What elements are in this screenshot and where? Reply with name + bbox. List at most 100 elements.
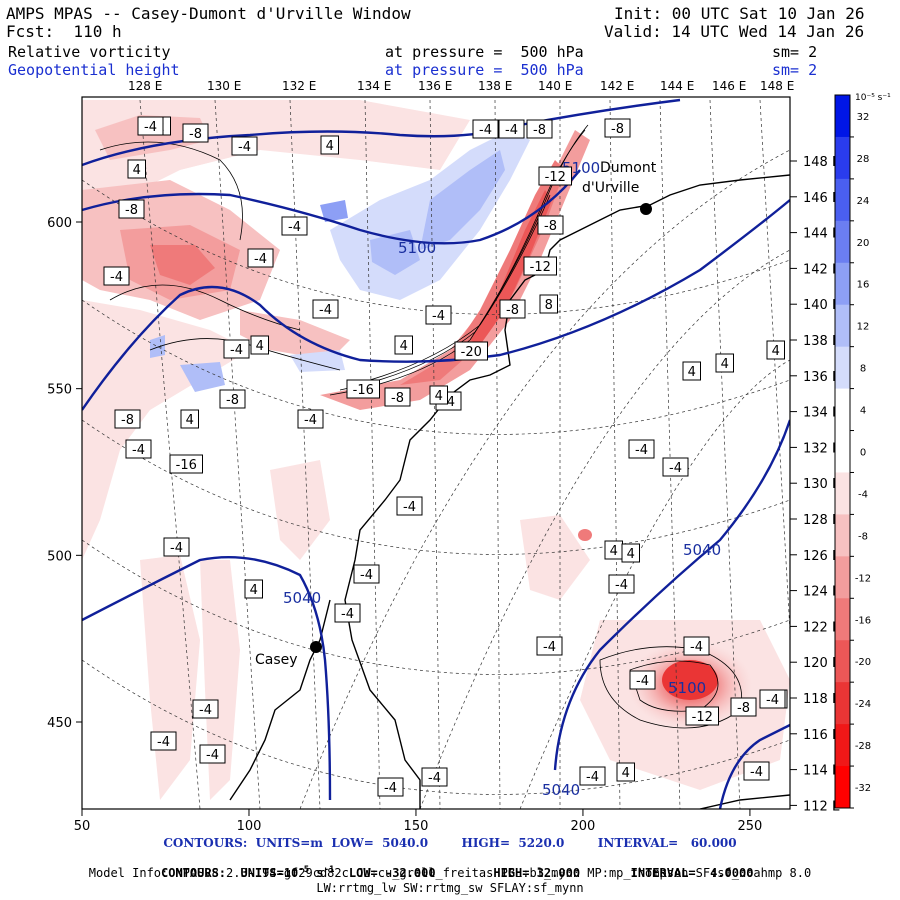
lat-lon-grid — [82, 99, 790, 809]
vorticity-label: 4 — [682, 361, 701, 381]
vorticity-label: -8 — [537, 215, 564, 235]
colorbar-label: -24 — [855, 699, 871, 710]
field2-smoothing: sm= 2 — [772, 61, 818, 79]
svg-text:4: 4 — [186, 413, 194, 428]
vorticity-label: 8 — [539, 294, 558, 314]
svg-text:-4: -4 — [586, 770, 599, 785]
colorbar-label: 0 — [860, 448, 866, 459]
vorticity-contours — [99, 124, 742, 729]
model-title: AMPS MPAS -- Casey-Dumont d'Urville Wind… — [6, 4, 411, 23]
right-longitude-label: 114 E — [803, 764, 840, 779]
right-longitude-label: 128 E — [803, 513, 840, 528]
field1-level: at pressure = 500 hPa — [385, 43, 584, 61]
vorticity-label: -16 — [169, 454, 203, 474]
right-longitude-label: 144 E — [803, 227, 840, 242]
svg-text:-4: -4 — [669, 461, 682, 476]
svg-text:-4: -4 — [230, 343, 243, 358]
top-longitude-label: 146 E — [712, 79, 746, 93]
top-longitude-label: 142 E — [600, 79, 634, 93]
vorticity-label: 4 — [127, 159, 146, 179]
y-axis-tick-label: 600 — [47, 216, 72, 231]
vorticity-label: -8 — [499, 299, 526, 319]
vorticity-label: -4 — [683, 636, 710, 656]
vorticity-label: -4 — [377, 777, 404, 797]
valid-time: Valid: 14 UTC Wed 14 Jan 26 — [604, 22, 865, 41]
top-longitude-label: 134 E — [357, 79, 391, 93]
field1-smoothing: sm= 2 — [772, 43, 818, 61]
svg-text:-4: -4 — [615, 578, 628, 593]
footer-height-contours: CONTOURS: UNITS=m LOW= 5040.0 HIGH= 5220… — [163, 836, 737, 850]
svg-text:4: 4 — [610, 544, 618, 559]
colorbar-label: -20 — [855, 657, 871, 668]
footer-model-info: Model Info: MPASv8.2.3-194-gf29cd82c CU:… — [88, 866, 812, 880]
plot-area: 5100 5040 5040 5040 5100 5100 Casey Dumo… — [82, 97, 790, 809]
right-longitude-label: 146 E — [803, 191, 840, 206]
svg-text:-4: -4 — [288, 220, 301, 235]
vorticity-label: -4 — [103, 266, 130, 286]
colorbar-label: -28 — [855, 741, 871, 752]
colorbar-swatch — [835, 388, 850, 432]
vorticity-label: -4 — [536, 636, 563, 656]
dumont-station-marker — [640, 203, 652, 215]
svg-text:-4: -4 — [341, 607, 354, 622]
vorticity-label: 4 — [394, 335, 413, 355]
colorbar-label: -32 — [855, 783, 871, 794]
svg-text:-8: -8 — [121, 413, 134, 428]
footer-vorticity-contours: CONTOURS: UNITS=10-5 s-1 LOW= -32.000 HI… — [0, 851, 900, 880]
x-axis-tick-label: 50 — [74, 819, 91, 834]
height-contours — [82, 98, 790, 809]
vorticity-label: -8 — [384, 387, 411, 407]
height-label: 5040 — [542, 781, 580, 799]
svg-text:4: 4 — [400, 339, 408, 354]
vorticity-label: -4 — [425, 305, 452, 325]
colorbar-swatch — [835, 262, 850, 306]
vorticity-label: -4 — [353, 564, 380, 584]
vorticity-label: 4 — [180, 409, 199, 429]
colorbar-swatch — [835, 430, 850, 473]
colorbar-swatch — [835, 556, 850, 599]
footer-line2-e: LOW= -32.000 HIGH= 32.000 INTERVAL= 4.00… — [334, 866, 754, 880]
vorticity-label: -4 — [297, 409, 324, 429]
colorbar-label: 28 — [857, 154, 870, 165]
svg-text:4: 4 — [256, 339, 264, 354]
svg-text:-8: -8 — [391, 391, 404, 406]
vorticity-label: -20 — [454, 341, 488, 361]
svg-text:4: 4 — [622, 766, 630, 781]
colorbar-label: 20 — [857, 238, 870, 249]
colorbar-label: -4 — [858, 489, 868, 500]
svg-text:-8: -8 — [533, 123, 546, 138]
vorticity-labels: -12-8-444-4-4-8-8-12-4-8-4-4-4-44-8-16-1… — [103, 116, 788, 797]
casey-station-label: Casey — [255, 652, 298, 668]
colorbar-swatch — [835, 178, 850, 222]
svg-text:-8: -8 — [611, 122, 624, 137]
vorticity-label: -8 — [526, 119, 553, 139]
svg-text:4: 4 — [435, 389, 443, 404]
right-longitude-label: 112 E — [803, 799, 840, 814]
right-longitude-label: 148 E — [803, 155, 840, 170]
svg-text:8: 8 — [545, 298, 553, 313]
y-axis-tick-label: 450 — [47, 716, 72, 731]
colorbar-unit: 10⁻⁵ s⁻¹ — [855, 93, 891, 103]
right-longitude-label: 118 E — [803, 692, 840, 707]
svg-text:-8: -8 — [737, 701, 750, 716]
svg-text:4: 4 — [326, 139, 334, 154]
colorbar-swatch — [835, 640, 850, 683]
svg-text:-4: -4 — [319, 303, 332, 318]
svg-text:-4: -4 — [238, 140, 251, 155]
vorticity-label: -8 — [118, 199, 145, 219]
vorticity-label: -8 — [604, 118, 631, 138]
colorbar-swatch — [835, 598, 850, 641]
vorticity-label: -4 — [334, 603, 361, 623]
svg-text:-4: -4 — [384, 781, 397, 796]
svg-text:-4: -4 — [403, 500, 416, 515]
svg-text:-12: -12 — [692, 710, 713, 725]
vorticity-label: -4 — [247, 248, 274, 268]
svg-text:4: 4 — [772, 344, 780, 359]
plot-frame — [81, 96, 791, 810]
colorbar-frame — [834, 94, 851, 809]
vorticity-label: -4 — [472, 119, 499, 139]
vorticity-label: 4 — [766, 340, 785, 360]
vorticity-label: -4 — [125, 439, 152, 459]
svg-text:-4: -4 — [543, 640, 556, 655]
right-longitude-label: 134 E — [803, 406, 840, 421]
